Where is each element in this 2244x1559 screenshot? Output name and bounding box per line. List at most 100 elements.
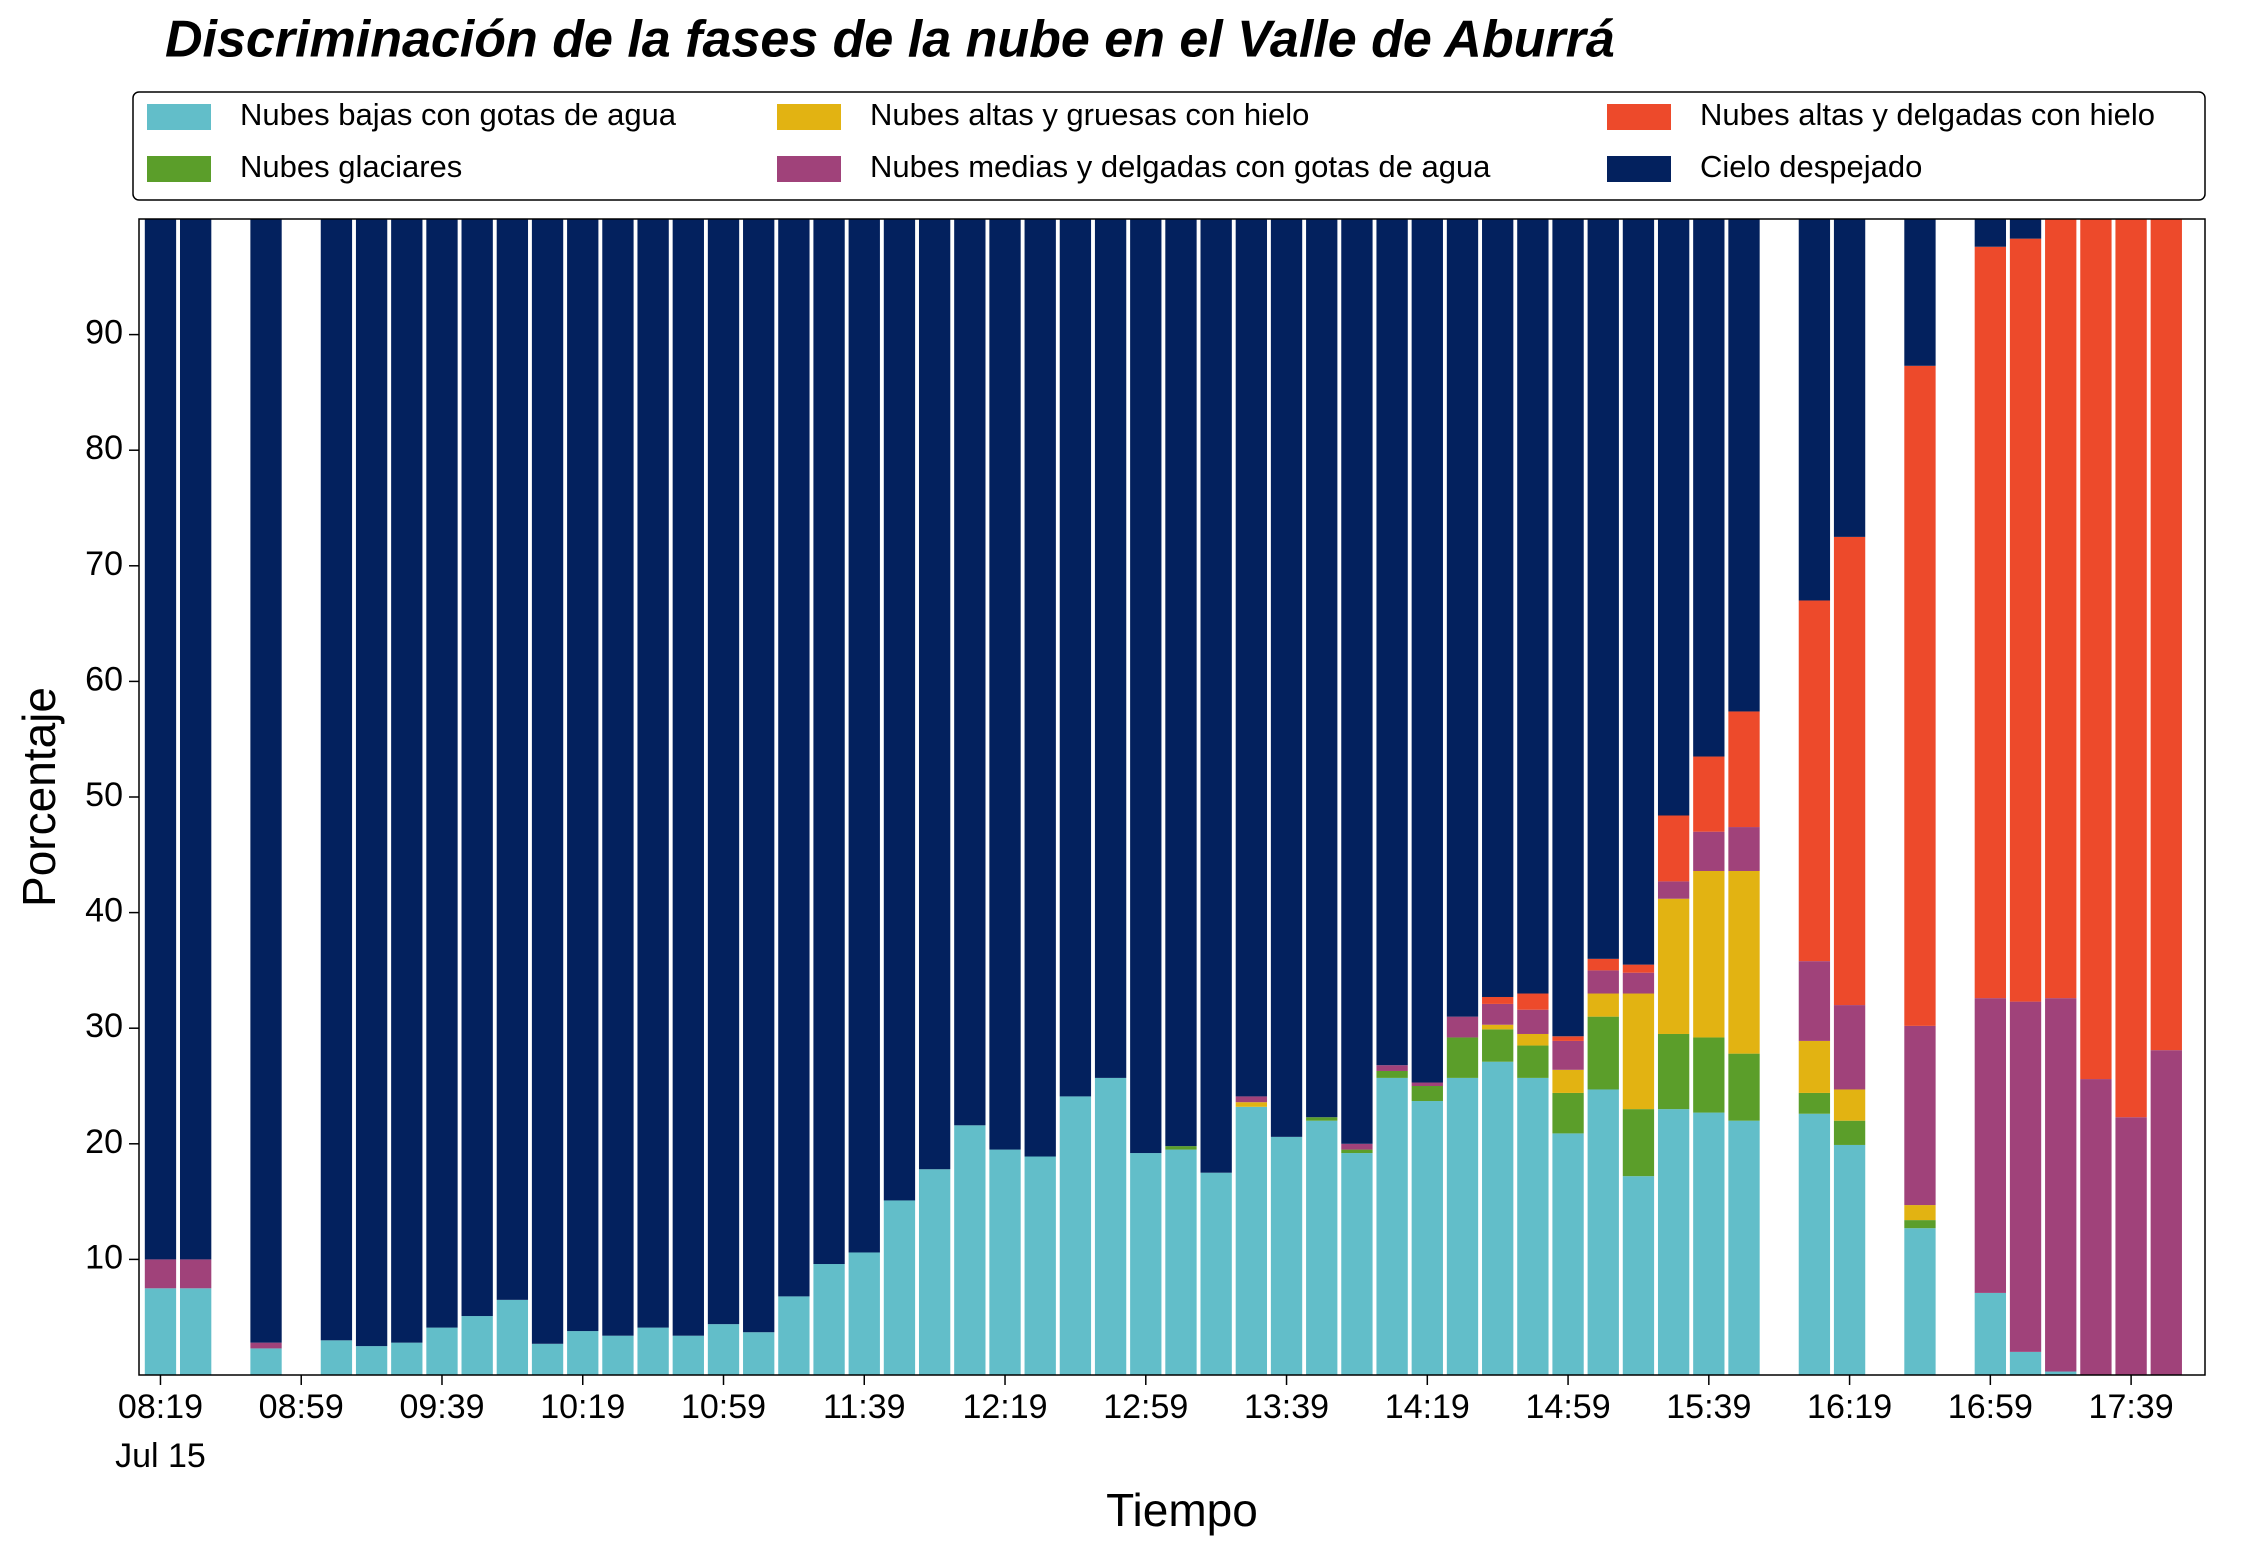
bar-segment — [2045, 998, 2077, 1372]
bar-segment — [1904, 365, 1936, 1026]
x-tick-label: 11:39 — [823, 1388, 906, 1426]
bar-segment — [602, 219, 634, 1336]
legend-swatch — [777, 104, 841, 130]
bar-segment — [1552, 1069, 1584, 1093]
bar-segment — [1270, 219, 1303, 1137]
bar-segment — [1059, 219, 1092, 1097]
bar-segment — [1482, 996, 1514, 1004]
bar-segment — [1833, 1144, 1866, 1375]
bar-segment — [1798, 961, 1831, 1041]
x-tick-label: 14:59 — [1526, 1388, 1611, 1426]
bar-segment — [1517, 993, 1549, 1010]
x-tick-label: 14:19 — [1385, 1388, 1470, 1426]
bar-segment — [883, 1200, 916, 1375]
bar-segment — [1833, 1120, 1866, 1145]
bar-segment — [320, 219, 353, 1341]
bar-segment — [1482, 1029, 1514, 1062]
bar-segment — [1657, 1033, 1690, 1110]
bar-segment — [954, 219, 986, 1126]
bar-segment — [1587, 970, 1619, 994]
bar-segment — [1587, 1089, 1619, 1375]
bar-segment — [1446, 1077, 1479, 1375]
bar-segment — [1587, 958, 1619, 971]
bar-segment — [1622, 1109, 1655, 1177]
bar-segment — [1517, 1033, 1549, 1046]
bar-segment — [461, 1316, 493, 1375]
bar-segment — [848, 1252, 880, 1375]
bar-segment — [1622, 964, 1655, 973]
bar-segment — [1693, 831, 1725, 871]
bar-segment — [1130, 1153, 1162, 1375]
bar-segment — [918, 1169, 951, 1375]
y-tick-label: 30 — [85, 1007, 123, 1045]
x-tick-label: 16:59 — [1948, 1388, 2033, 1426]
bar-segment — [1270, 1136, 1303, 1375]
bar-segment — [1833, 219, 1866, 537]
bar-segment — [1657, 815, 1690, 882]
bar-segment — [1411, 219, 1443, 1083]
x-axis-label: Tiempo — [1106, 1484, 1258, 1536]
bar-segment — [2115, 219, 2147, 1118]
bar-segment — [1306, 1117, 1338, 1121]
bar-segment — [848, 219, 880, 1253]
bar-segment — [1306, 219, 1338, 1118]
bar-segment — [1974, 1292, 2007, 1375]
bar-segment — [426, 219, 458, 1328]
x-date-label: Jul 15 — [115, 1437, 206, 1475]
bar-segment — [1622, 972, 1655, 994]
bar-segment — [1904, 1025, 1936, 1206]
bar-segment — [2009, 238, 2042, 1002]
bar-segment — [672, 1335, 704, 1375]
bar-segment — [2115, 1117, 2147, 1375]
y-tick-label: 70 — [85, 545, 123, 583]
legend-swatch — [777, 156, 841, 182]
bar-segment — [1974, 998, 2007, 1293]
bar-segment — [2080, 1079, 2112, 1375]
bar-segment — [2150, 1050, 2182, 1375]
bar-segment — [1235, 1102, 1268, 1107]
bar-segment — [1622, 1176, 1655, 1375]
bar-segment — [1693, 1037, 1725, 1113]
bar-segment — [1482, 1061, 1514, 1375]
bar-segment — [1552, 1133, 1584, 1375]
bar-segment — [426, 1327, 458, 1375]
y-tick-label: 80 — [85, 429, 123, 467]
y-tick-label: 60 — [85, 660, 123, 698]
bar-segment — [1411, 1101, 1443, 1375]
bar-segment — [1130, 219, 1162, 1154]
bar-segment — [1094, 1077, 1127, 1375]
bar-segment — [496, 219, 529, 1300]
legend-label: Nubes glaciares — [240, 149, 462, 184]
bar-segment — [1200, 219, 1232, 1173]
bar-segment — [1657, 1109, 1690, 1375]
x-tick-label: 10:19 — [540, 1388, 625, 1426]
bar-segment — [391, 1342, 423, 1375]
bar-segment — [179, 219, 212, 1260]
bar-segment — [1587, 1016, 1619, 1090]
y-tick-label: 20 — [85, 1123, 123, 1161]
bar-segment — [1482, 1003, 1514, 1025]
bar-segment — [2045, 1371, 2077, 1375]
bar-segment — [1798, 1092, 1831, 1114]
legend-swatch — [147, 104, 211, 130]
legend-label: Nubes altas y gruesas con hielo — [870, 97, 1309, 132]
x-tick-label: 13:39 — [1244, 1388, 1329, 1426]
bar-segment — [250, 219, 282, 1343]
bar-segment — [1657, 898, 1690, 1034]
bar-segment — [1728, 827, 1760, 871]
bar-segment — [1517, 219, 1549, 994]
bar-segment — [1446, 1016, 1479, 1038]
bar-segment — [1622, 993, 1655, 1110]
bar-segment — [1482, 219, 1514, 997]
legend-swatch — [147, 156, 211, 182]
bar-segment — [496, 1299, 529, 1375]
y-tick-label: 90 — [85, 314, 123, 352]
bar-segment — [1552, 1040, 1584, 1070]
bar-segment — [1798, 1040, 1831, 1093]
bar-segment — [1833, 536, 1866, 1006]
bar-segment — [2150, 219, 2182, 1051]
y-tick-label: 50 — [85, 776, 123, 814]
bar-segment — [1165, 219, 1197, 1147]
x-tick-label: 12:19 — [962, 1388, 1047, 1426]
bar-segment — [1235, 1106, 1268, 1375]
